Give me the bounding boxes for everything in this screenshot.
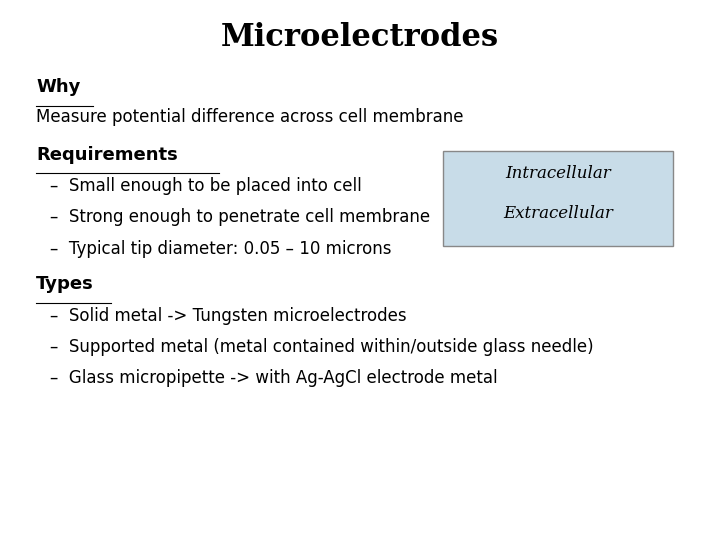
Text: –  Typical tip diameter: 0.05 – 10 microns: – Typical tip diameter: 0.05 – 10 micron… (50, 240, 392, 258)
Text: Microelectrodes: Microelectrodes (221, 22, 499, 52)
Text: Measure potential difference across cell membrane: Measure potential difference across cell… (36, 108, 464, 126)
Text: –  Small enough to be placed into cell: – Small enough to be placed into cell (50, 177, 362, 195)
Text: Why: Why (36, 78, 81, 96)
Text: –  Supported metal (metal contained within/outside glass needle): – Supported metal (metal contained withi… (50, 338, 594, 356)
Text: Intracellular: Intracellular (505, 165, 611, 181)
Text: Types: Types (36, 275, 94, 293)
Text: –  Strong enough to penetrate cell membrane: – Strong enough to penetrate cell membra… (50, 208, 431, 226)
FancyBboxPatch shape (443, 151, 673, 246)
Text: –  Solid metal -> Tungsten microelectrodes: – Solid metal -> Tungsten microelectrode… (50, 307, 407, 325)
Text: –  Glass micropipette -> with Ag-AgCl electrode metal: – Glass micropipette -> with Ag-AgCl ele… (50, 369, 498, 387)
Text: Extracellular: Extracellular (503, 205, 613, 222)
Text: Requirements: Requirements (36, 146, 178, 164)
